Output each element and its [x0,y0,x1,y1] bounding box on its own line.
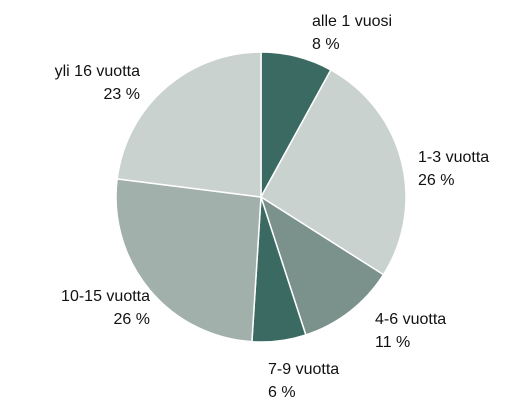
slice-label: yli 16 vuotta [55,63,140,80]
slice-value-label: 23 % [104,86,140,103]
slice-label: alle 1 vuosi [312,13,392,30]
slice-value-label: 26 % [418,172,454,189]
slice-label: 10-15 vuotta [61,288,150,305]
pie-slice [115,177,262,343]
pie-slice [116,51,262,198]
pie-slice [260,68,407,276]
slice-label: 7-9 vuotta [268,361,339,378]
pie-slice [259,195,385,336]
slice-value-label: 8 % [312,36,340,53]
slice-value-label: 26 % [114,311,150,328]
slice-value-label: 6 % [268,384,296,401]
slice-label: 1-3 vuotta [418,149,489,166]
slice-value-label: 11 % [375,334,410,351]
slice-label: 4-6 vuotta [375,311,446,328]
